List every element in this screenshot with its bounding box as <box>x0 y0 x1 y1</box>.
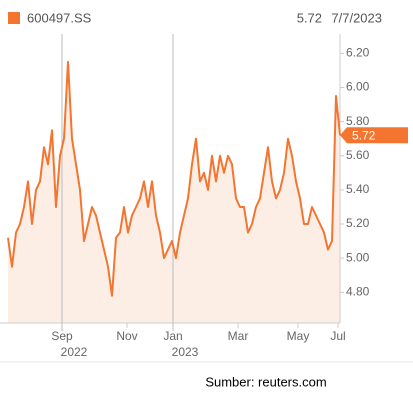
last-price: 5.72 <box>297 10 322 25</box>
x-tick-label: Sep <box>51 329 73 343</box>
y-tick-label: 5.00 <box>346 250 370 264</box>
y-tick-label: 5.80 <box>346 114 370 128</box>
y-tick-label: 4.80 <box>346 284 370 298</box>
y-tick-label: 5.40 <box>346 182 370 196</box>
x-year-label: 2023 <box>172 345 199 359</box>
x-tick-label: Nov <box>116 329 137 343</box>
legend-swatch <box>8 12 20 24</box>
y-tick-label: 5.60 <box>346 148 370 162</box>
last-date: 7/7/2023 <box>331 10 382 25</box>
x-year-label: 2022 <box>61 345 88 359</box>
x-tick-label: Jan <box>163 329 182 343</box>
price-tag-label: 5.72 <box>352 128 376 142</box>
y-tick-label: 5.20 <box>346 216 370 230</box>
area <box>8 61 340 324</box>
x-tick-label: Jul <box>330 329 345 343</box>
price-line <box>7 60 341 297</box>
x-tick-label: Mar <box>228 329 249 343</box>
legend-label: 600497.SS <box>27 10 92 25</box>
x-tick-label: May <box>287 329 310 343</box>
y-tick-label: 6.20 <box>346 46 370 60</box>
source: Sumber: reuters.com <box>205 374 326 389</box>
y-tick-label: 6.00 <box>346 80 370 94</box>
price-tag <box>340 127 408 144</box>
